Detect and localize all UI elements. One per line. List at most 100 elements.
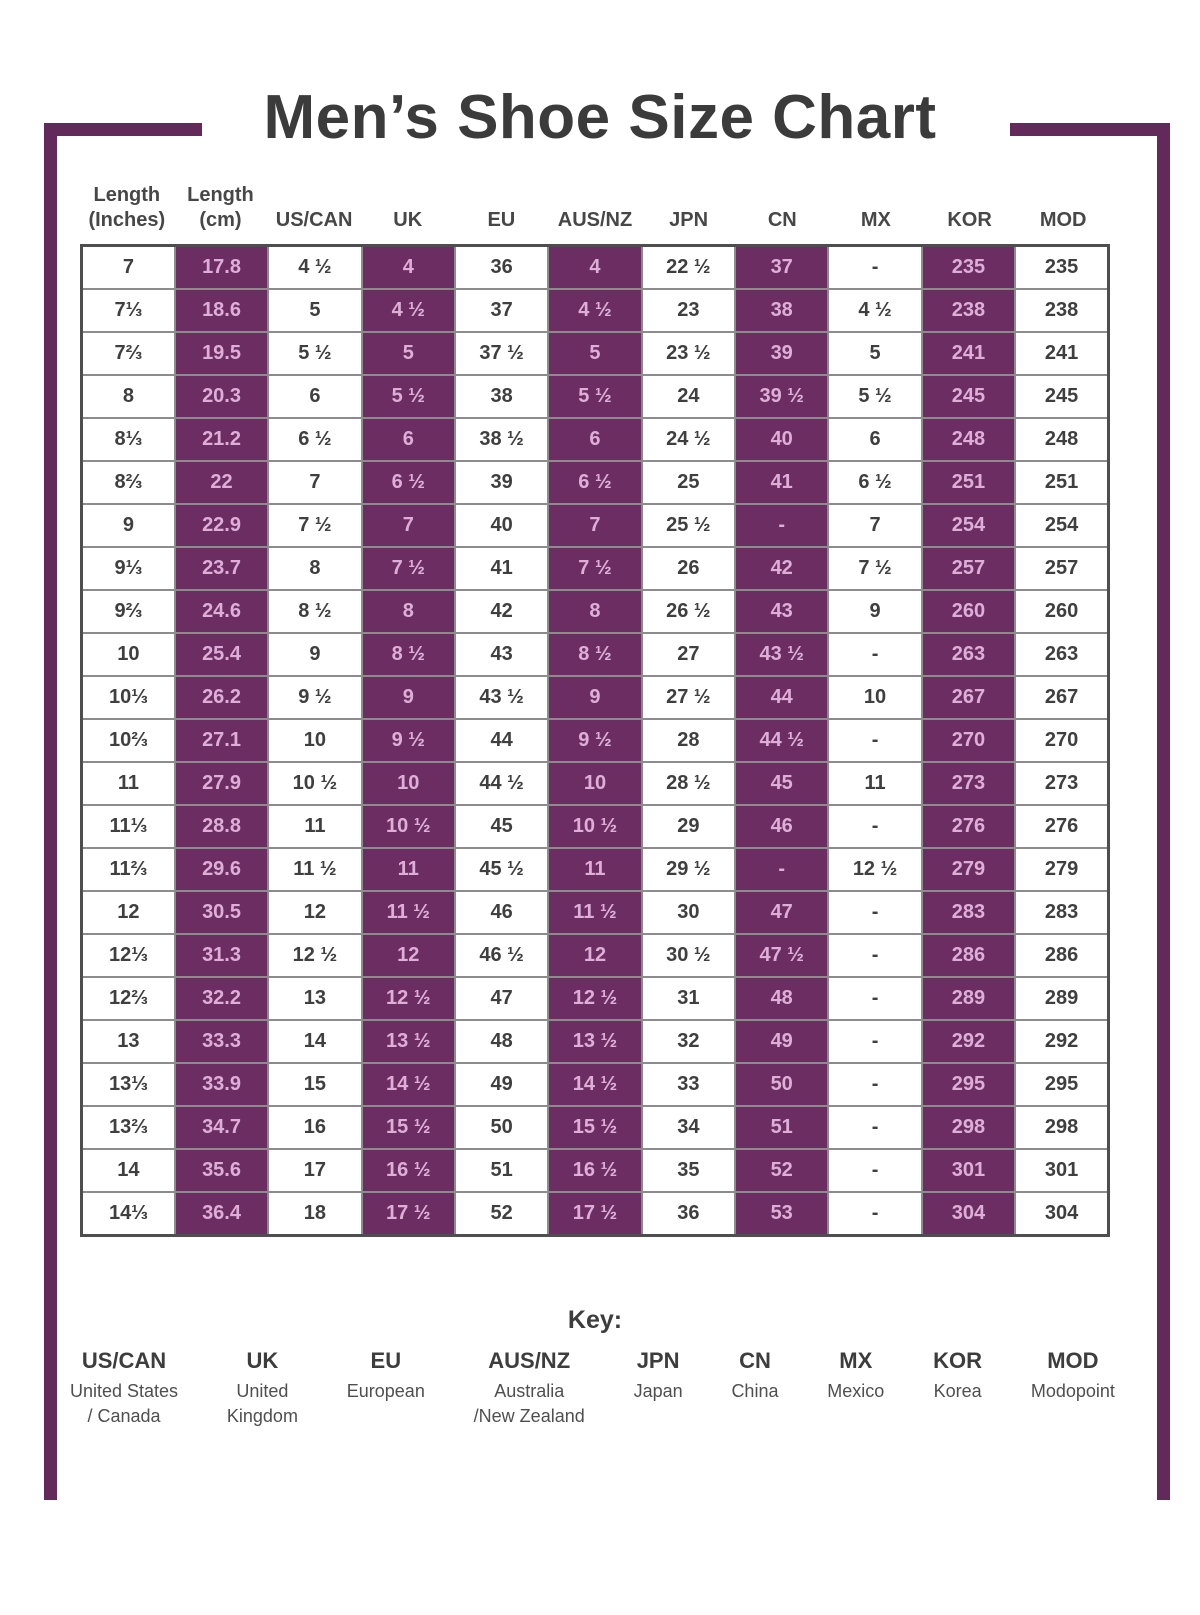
table-cell: 28 xyxy=(640,718,737,763)
table-cell: 14 xyxy=(267,1019,363,1064)
key-entry-us-can: US/CAN United States / Canada xyxy=(70,1348,178,1429)
table-cell: 22 xyxy=(173,460,270,505)
table-cell: 31.3 xyxy=(173,933,270,978)
table-cell: 295 xyxy=(1014,1062,1110,1107)
table-cell: 286 xyxy=(1014,933,1110,978)
table-cell: 6 ½ xyxy=(827,460,923,505)
key-entry-eu: EU European xyxy=(347,1348,425,1404)
table-cell: 14 ½ xyxy=(360,1062,456,1107)
table-cell: 251 xyxy=(920,460,1017,505)
table-cell: 289 xyxy=(1014,976,1110,1021)
table-cell: 238 xyxy=(920,288,1017,333)
table-cell: 9⅔ xyxy=(80,589,176,634)
table-row: 12⅓ 31.3 12 ½ 12 46 ½ 12 30 ½ 47 ½ -286 286 xyxy=(80,933,1110,978)
column-header-aus-nz: AUS/NZ xyxy=(557,209,633,231)
table-cell: 47 xyxy=(734,890,830,935)
column-header-eu: EU xyxy=(487,209,516,231)
table-cell: 283 xyxy=(1014,890,1110,935)
table-cell: 8⅔ xyxy=(80,460,176,505)
table-cell: 10 xyxy=(267,718,363,763)
table-cell: 8 ½ xyxy=(360,632,456,677)
table-cell: 5 xyxy=(360,331,456,376)
table-row: 7⅔ 19.5 5 ½ 5 37 ½ 5 23 ½ 39 5 241 241 xyxy=(80,331,1110,376)
key-entry-mod: MOD Modopoint xyxy=(1031,1348,1115,1404)
table-cell: 32.2 xyxy=(173,976,270,1021)
table-cell: 17 ½ xyxy=(547,1191,643,1237)
table-cell: - xyxy=(827,976,923,1021)
table-cell: 11 xyxy=(547,847,643,892)
table-cell: 33 xyxy=(640,1062,737,1107)
table-row: 14 35.6 17 16 ½ 51 16 ½ 35 52-301 301 xyxy=(80,1148,1110,1193)
table-cell: 12 xyxy=(360,933,456,978)
table-cell: 51 xyxy=(734,1105,830,1150)
table-cell: 8 ½ xyxy=(547,632,643,677)
table-cell: 18 xyxy=(267,1191,363,1237)
table-cell: 273 xyxy=(920,761,1017,806)
table-cell: 45 xyxy=(734,761,830,806)
table-cell: 9 ½ xyxy=(360,718,456,763)
key-abbr: UK xyxy=(246,1348,279,1373)
table-cell: 241 xyxy=(1014,331,1110,376)
table-cell: 4 xyxy=(547,244,643,290)
table-cell: - xyxy=(827,1148,923,1193)
table-cell: 21.2 xyxy=(173,417,270,462)
table-cell: 9 xyxy=(267,632,363,677)
table-cell: 9 xyxy=(827,589,923,634)
table-cell: 6 ½ xyxy=(360,460,456,505)
table-cell: 44 ½ xyxy=(453,761,550,806)
table-cell: 31 xyxy=(640,976,737,1021)
table-cell: - xyxy=(827,1019,923,1064)
table-cell: 7 ½ xyxy=(267,503,363,548)
table-cell: 15 ½ xyxy=(547,1105,643,1150)
table-cell: 10 ½ xyxy=(547,804,643,849)
table-cell: 7 xyxy=(827,503,923,548)
table-cell: 6 ½ xyxy=(547,460,643,505)
table-cell: 270 xyxy=(1014,718,1110,763)
table-row: 13⅔ 34.7 16 15 ½ 50 15 ½ 34 51-298 298 xyxy=(80,1105,1110,1150)
table-cell: 23.7 xyxy=(173,546,270,591)
table-cell: 27.1 xyxy=(173,718,270,763)
table-cell: 10 xyxy=(360,761,456,806)
table-cell: 279 xyxy=(1014,847,1110,892)
table-cell: 7 ½ xyxy=(360,546,456,591)
table-cell: 46 xyxy=(734,804,830,849)
table-cell: 10 xyxy=(547,761,643,806)
table-cell: 29 xyxy=(640,804,737,849)
table-cell: 5 xyxy=(267,288,363,333)
table-cell: 24 xyxy=(640,374,737,419)
table-cell: 45 ½ xyxy=(453,847,550,892)
table-row: 11⅔ 29.6 11 ½ 11 45 ½ 11 29 ½ -12 ½ 279 279 xyxy=(80,847,1110,892)
table-cell: 7⅔ xyxy=(80,331,176,376)
table-cell: 11 xyxy=(360,847,456,892)
table-cell: 5 ½ xyxy=(547,374,643,419)
key-abbr: EU xyxy=(370,1348,402,1373)
table-cell: 292 xyxy=(920,1019,1017,1064)
key-abbr: KOR xyxy=(933,1348,983,1373)
table-cell: 5 xyxy=(547,331,643,376)
column-header-mod: MOD xyxy=(1039,209,1087,231)
key-abbr: AUS/NZ xyxy=(488,1348,571,1373)
table-cell: 10⅔ xyxy=(80,718,176,763)
column-header-cn: CN xyxy=(767,209,797,231)
table-cell: 47 xyxy=(453,976,550,1021)
table-cell: 276 xyxy=(1014,804,1110,849)
table-cell: 248 xyxy=(1014,417,1110,462)
table-cell: 12 ½ xyxy=(267,933,363,978)
table-cell: 17 ½ xyxy=(360,1191,456,1237)
frame-top-left-bar xyxy=(44,123,202,136)
table-cell: 36.4 xyxy=(173,1191,270,1237)
table-row: 11⅓ 28.8 11 10 ½ 45 10 ½ 29 46-276 276 xyxy=(80,804,1110,849)
frame-left-bar xyxy=(44,123,57,1500)
table-cell: 48 xyxy=(453,1019,550,1064)
table-cell: 254 xyxy=(920,503,1017,548)
table-cell: 37 ½ xyxy=(453,331,550,376)
table-row: 10⅓ 26.2 9 ½ 9 43 ½ 9 27 ½ 44 10 267 267 xyxy=(80,675,1110,720)
table-cell: 11 xyxy=(827,761,923,806)
table-cell: 10⅓ xyxy=(80,675,176,720)
table-cell: 13 xyxy=(267,976,363,1021)
table-cell: 17.8 xyxy=(173,244,270,290)
table-cell: 279 xyxy=(920,847,1017,892)
table-cell: 52 xyxy=(734,1148,830,1193)
column-header-mx: MX xyxy=(860,209,891,231)
table-cell: 25.4 xyxy=(173,632,270,677)
